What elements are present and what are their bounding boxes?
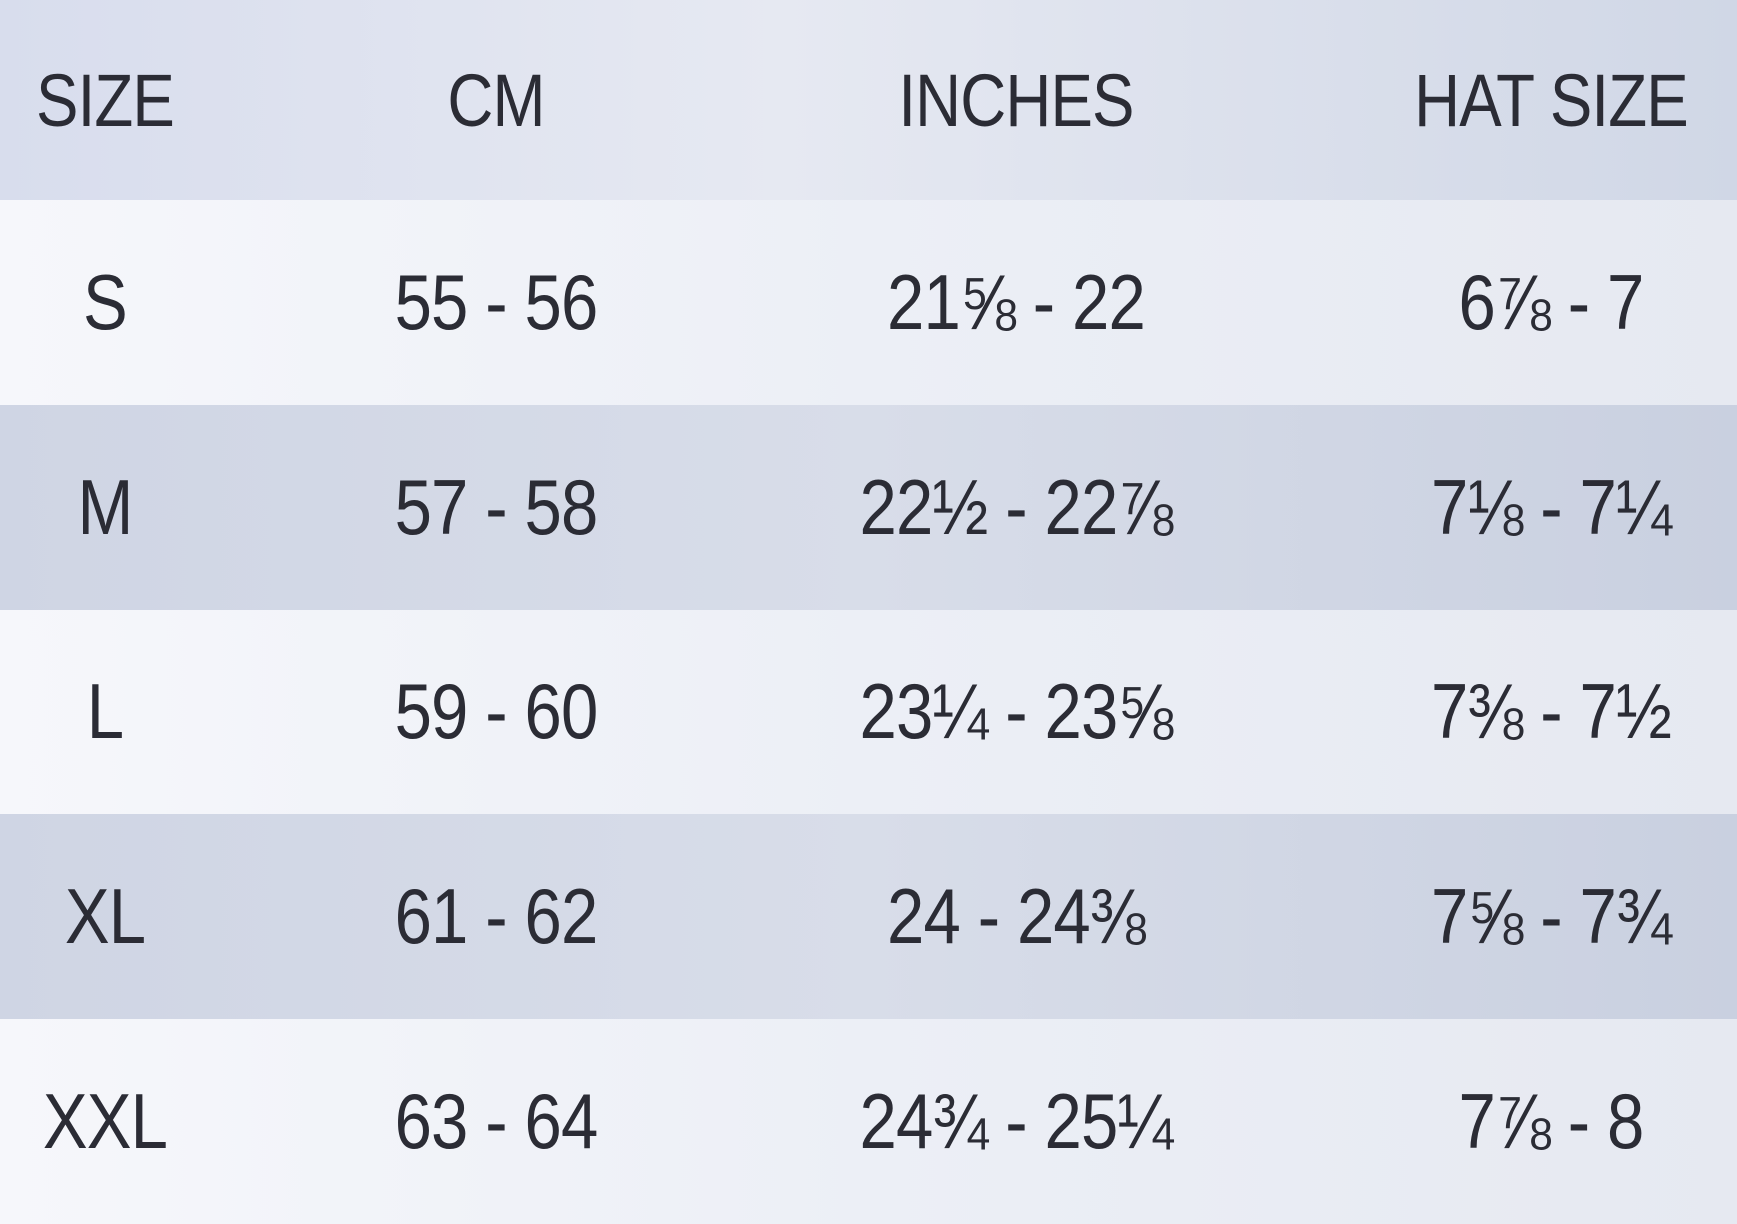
cm-cell: 63 - 64 <box>394 1077 599 1166</box>
size-cell: XL <box>64 872 146 961</box>
size-cell: S <box>83 257 128 346</box>
header-inches: INCHES <box>898 58 1134 142</box>
hat-size-cell: 7⅛ - 7¼ <box>1430 462 1672 551</box>
inches-cell: 24¾ - 25¼ <box>859 1077 1174 1166</box>
cm-cell: 59 - 60 <box>394 667 599 756</box>
table-row: XXL 63 - 64 24¾ - 25¼ 7⅞ - 8 <box>0 1019 1737 1224</box>
inches-cell: 24 - 24⅜ <box>887 872 1146 961</box>
hat-size-cell: 7⅝ - 7¾ <box>1430 872 1672 961</box>
inches-cell: 23¼ - 23⅝ <box>859 667 1174 756</box>
cm-cell: 61 - 62 <box>394 872 599 961</box>
inches-cell: 21⅝ - 22 <box>887 257 1146 346</box>
hat-size-cell: 6⅞ - 7 <box>1458 257 1644 346</box>
hat-size-cell: 7⅞ - 8 <box>1458 1077 1644 1166</box>
table-row: S 55 - 56 21⅝ - 22 6⅞ - 7 <box>0 200 1737 405</box>
table-row: XL 61 - 62 24 - 24⅜ 7⅝ - 7¾ <box>0 814 1737 1020</box>
header-size: SIZE <box>35 58 175 142</box>
cm-cell: 57 - 58 <box>394 462 599 551</box>
size-cell: L <box>86 667 124 756</box>
size-cell: M <box>77 462 133 551</box>
header-cm: CM <box>447 58 545 142</box>
header-hat-size: HAT SIZE <box>1414 58 1689 142</box>
hat-size-cell: 7⅜ - 7½ <box>1430 667 1672 756</box>
cm-cell: 55 - 56 <box>394 257 599 346</box>
table-row: M 57 - 58 22½ - 22⅞ 7⅛ - 7¼ <box>0 404 1737 610</box>
inches-cell: 22½ - 22⅞ <box>859 462 1174 551</box>
table-header: SIZE CM INCHES HAT SIZE <box>0 0 1737 200</box>
size-cell: XXL <box>42 1077 168 1166</box>
table-row: L 59 - 60 23¼ - 23⅝ 7⅜ - 7½ <box>0 609 1737 815</box>
